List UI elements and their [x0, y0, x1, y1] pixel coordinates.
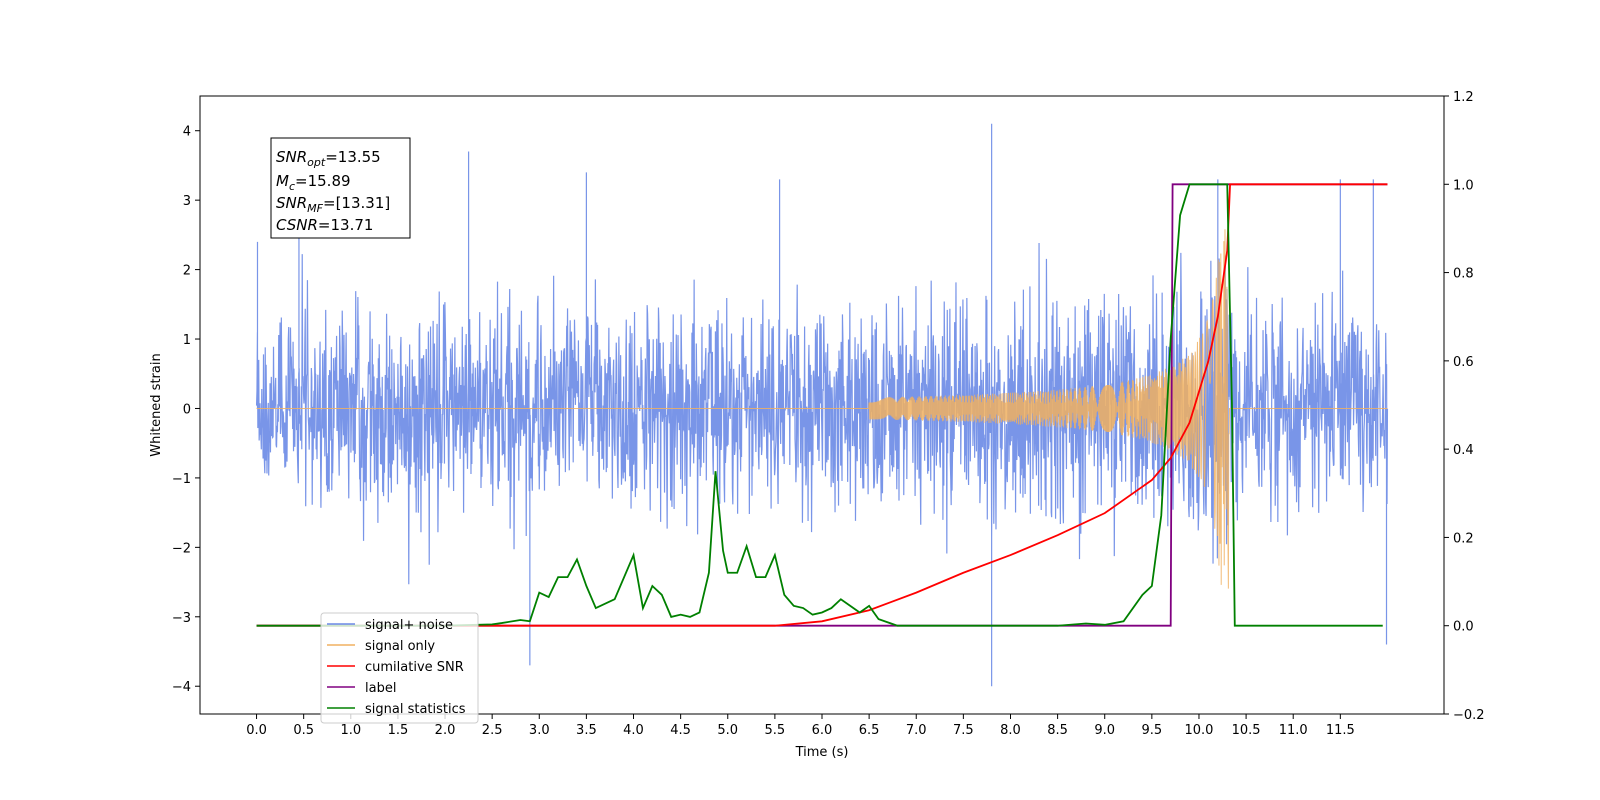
legend-label-cumulative-snr: cumilative SNR — [365, 660, 464, 675]
x-tick-label: 4.0 — [623, 723, 644, 738]
x-tick-label: 11.5 — [1326, 723, 1355, 738]
y2-tick-label: −0.2 — [1453, 708, 1485, 723]
y2-tick-label: 0.0 — [1453, 620, 1474, 635]
x-tick-label: 2.0 — [435, 723, 456, 738]
y-tick-label: −1 — [172, 472, 191, 487]
y-axis-label: Whitened strain — [149, 353, 164, 456]
x-tick-label: 1.5 — [388, 723, 409, 738]
legend-label-signal-only: signal only — [365, 639, 435, 654]
series-signal-only-line — [256, 229, 1388, 589]
x-tick-label: 9.0 — [1094, 723, 1115, 738]
y2-tick-label: 1.2 — [1453, 90, 1474, 105]
x-tick-label: 7.5 — [953, 723, 974, 738]
y2-tick-label: 0.4 — [1453, 443, 1474, 458]
x-tick-label: 6.5 — [859, 723, 880, 738]
y2-tick-label: 0.6 — [1453, 355, 1474, 370]
x-tick-label: 7.0 — [906, 723, 927, 738]
y-tick-label: −2 — [172, 541, 191, 556]
x-tick-label: 10.0 — [1184, 723, 1213, 738]
info-snr-mf: SNRMF=[13.31] — [276, 194, 390, 215]
y-tick-label: 4 — [183, 125, 191, 140]
info-chirp-mass: Mc=15.89 — [276, 172, 351, 193]
x-tick-label: 3.5 — [576, 723, 597, 738]
y-tick-label: 1 — [183, 333, 191, 348]
y-tick-label: −3 — [172, 611, 191, 626]
x-tick-label: 0.0 — [246, 723, 267, 738]
y2-tick-label: 0.8 — [1453, 267, 1474, 282]
y-axis-ticks: −4 −3 −2 −1 0 1 2 3 4 — [172, 125, 200, 695]
x-tick-label: 6.0 — [812, 723, 833, 738]
x-tick-label: 10.5 — [1232, 723, 1261, 738]
legend: signal+ noise signal only cumilative SNR… — [320, 612, 479, 724]
info-csnr: CSNR=13.71 — [276, 216, 373, 234]
y2-tick-label: 0.2 — [1453, 531, 1474, 546]
y-tick-label: 2 — [183, 264, 191, 279]
series-signal-statistics-line — [256, 183, 1383, 627]
series-layer — [255, 123, 1389, 687]
info-box-frame — [270, 137, 411, 239]
x-axis-label: Time (s) — [795, 745, 849, 760]
x-tick-label: 5.0 — [717, 723, 738, 738]
legend-label-signal-statistics: signal statistics — [365, 702, 466, 717]
x-tick-label: 8.0 — [1000, 723, 1021, 738]
x-tick-label: 1.0 — [340, 723, 361, 738]
snr-info-box: SNRopt=13.55 Mc=15.89 SNRMF=[13.31] CSNR… — [270, 137, 411, 239]
info-snr-opt: SNRopt=13.55 — [276, 148, 381, 169]
y-tick-label: 0 — [183, 402, 191, 417]
x-tick-label: 8.5 — [1047, 723, 1068, 738]
y2-axis-ticks: −0.2 0.0 0.2 0.4 0.6 0.8 1.0 1.2 — [1444, 90, 1485, 723]
x-tick-label: 9.5 — [1142, 723, 1163, 738]
x-tick-label: 5.5 — [765, 723, 786, 738]
x-tick-label: 2.5 — [482, 723, 503, 738]
legend-frame — [320, 612, 479, 724]
legend-label-label: label — [365, 681, 396, 696]
x-tick-label: 3.0 — [529, 723, 550, 738]
y2-tick-label: 1.0 — [1453, 178, 1474, 193]
x-axis-ticks: 0.0 0.5 1.0 1.5 2.0 2.5 3.0 3.5 4.0 4.5 5.0 5.5 6.0 6… — [246, 714, 1355, 738]
series-cumulative-snr-line — [256, 183, 1388, 627]
x-tick-label: 4.5 — [670, 723, 691, 738]
y-tick-label: 3 — [183, 194, 191, 209]
legend-label-signal-noise: signal+ noise — [365, 618, 453, 633]
x-tick-label: 0.5 — [293, 723, 314, 738]
y-tick-label: −4 — [172, 680, 191, 695]
x-tick-label: 11.0 — [1279, 723, 1308, 738]
